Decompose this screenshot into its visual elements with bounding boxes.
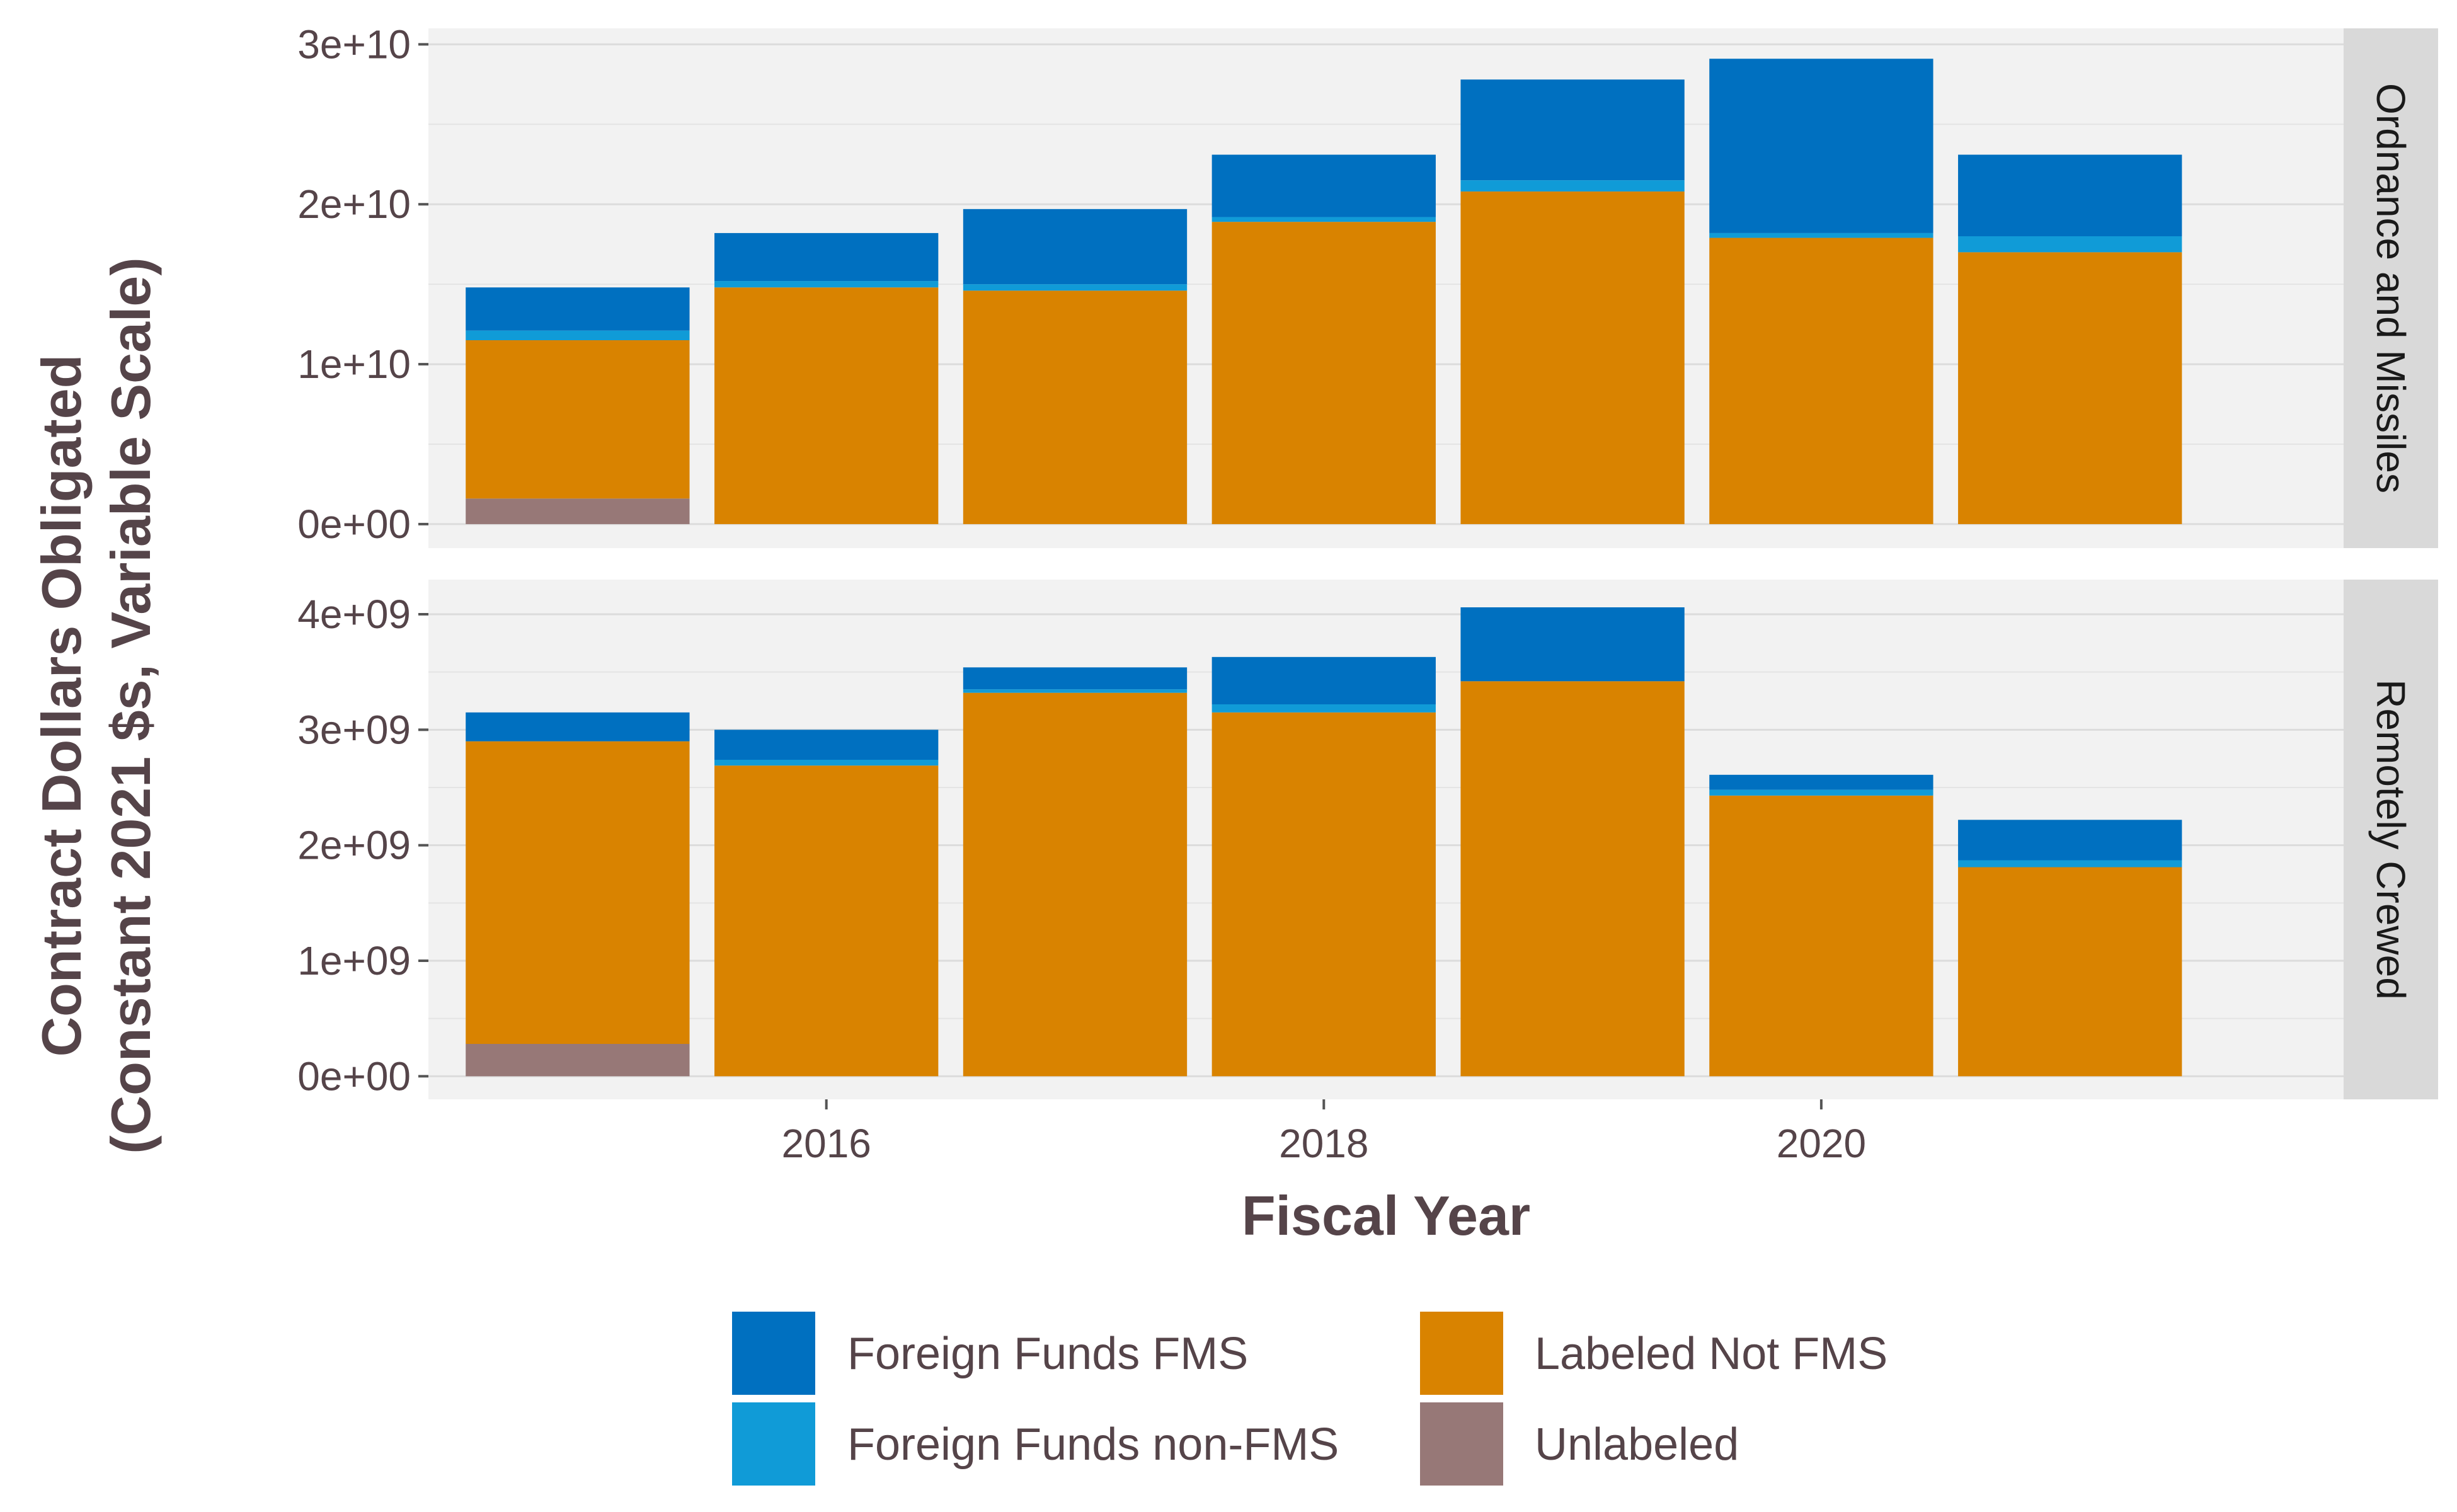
y-tick-label: 3e+10 xyxy=(297,21,411,67)
x-tick-label: 2018 xyxy=(1279,1121,1368,1166)
bar-foreign-funds-fms-2020 xyxy=(1709,774,1933,790)
y-tick-label: 1e+10 xyxy=(297,341,411,387)
facet-strip-background xyxy=(2344,28,2438,548)
bar-labeled-not-fms-2020 xyxy=(1709,238,1933,524)
bar-labeled-not-fms-2015 xyxy=(466,340,690,499)
bar-labeled-not-fms-2017 xyxy=(963,290,1188,524)
panel-remotely-crewed: 0e+00 1e+09 2e+09 3e+09 4e+09 Remotely Crewed xyxy=(297,580,2438,1099)
bar-foreign-funds-non-fms-2021 xyxy=(1958,860,2182,868)
legend-swatch-foreign-funds-non-fms xyxy=(730,1400,818,1488)
bar-foreign-funds-fms-2018 xyxy=(1211,656,1436,704)
bar-foreign-funds-non-fms-2015 xyxy=(466,330,690,340)
legend-swatch-labeled-not-fms xyxy=(1418,1309,1506,1397)
bar-foreign-funds-non-fms-2018 xyxy=(1211,704,1436,713)
y-axis-title-line-2: (Constant 2021 $s, Variable Scale) xyxy=(100,257,162,1154)
bar-labeled-not-fms-2015 xyxy=(466,741,690,1044)
bar-foreign-funds-fms-2019 xyxy=(1460,607,1685,682)
y-tick-label: 2e+09 xyxy=(297,823,411,868)
bar-foreign-funds-non-fms-2017 xyxy=(963,689,1188,693)
bar-foreign-funds-fms-2021 xyxy=(1958,154,2182,236)
legend-label-foreign-funds-non-fms: Foreign Funds non-FMS xyxy=(847,1419,1339,1470)
y-tick-label: 1e+09 xyxy=(297,938,411,983)
legend-label-labeled-not-fms: Labeled Not FMS xyxy=(1535,1329,1887,1379)
legend-swatch-unlabeled xyxy=(1418,1400,1506,1488)
y-tick-label: 3e+09 xyxy=(297,707,411,752)
bar-unlabeled-2015 xyxy=(466,1044,690,1077)
bar-foreign-funds-fms-2017 xyxy=(963,209,1188,285)
x-tick-label: 2020 xyxy=(1777,1121,1866,1166)
bar-foreign-funds-non-fms-2018 xyxy=(1211,217,1436,222)
bar-foreign-funds-fms-2015 xyxy=(466,287,690,331)
bar-unlabeled-2015 xyxy=(466,498,690,524)
bar-labeled-not-fms-2019 xyxy=(1460,681,1685,1077)
y-tick-label: 0e+00 xyxy=(297,1053,411,1099)
bar-foreign-funds-fms-2016 xyxy=(714,730,939,760)
facet-strip-background xyxy=(2344,580,2438,1099)
bar-labeled-not-fms-2021 xyxy=(1958,867,2182,1077)
legend-label-foreign-funds-fms: Foreign Funds FMS xyxy=(847,1329,1248,1379)
y-axis-title-line-1: Contract Dollars Obligated xyxy=(30,355,93,1057)
chart-panels: 0e+00 1e+10 2e+10 3e+10 Ordnance and Missile… xyxy=(297,21,2438,1099)
bar-foreign-funds-fms-2018 xyxy=(1211,154,1436,217)
legend: Foreign Funds FMS Foreign Funds non-FMS … xyxy=(730,1309,1887,1488)
facet-strip-label: Remotely Crewed xyxy=(2368,679,2414,1000)
bar-foreign-funds-non-fms-2021 xyxy=(1958,236,2182,253)
x-axis-title: Fiscal Year xyxy=(1242,1184,1530,1247)
bar-labeled-not-fms-2018 xyxy=(1211,222,1436,524)
bar-labeled-not-fms-2016 xyxy=(714,765,939,1077)
bar-foreign-funds-non-fms-2020 xyxy=(1709,232,1933,238)
bar-foreign-funds-non-fms-2016 xyxy=(714,760,939,766)
y-tick-label: 0e+00 xyxy=(297,501,411,547)
y-tick-label: 2e+10 xyxy=(297,181,411,227)
x-tick-label: 2016 xyxy=(782,1121,871,1166)
legend-swatch-foreign-funds-fms xyxy=(730,1309,818,1397)
bar-labeled-not-fms-2018 xyxy=(1211,712,1436,1077)
bar-foreign-funds-fms-2015 xyxy=(466,712,690,742)
bar-foreign-funds-non-fms-2017 xyxy=(963,284,1188,291)
bar-labeled-not-fms-2016 xyxy=(714,287,939,524)
panel-ordnance-and-missiles: 0e+00 1e+10 2e+10 3e+10 Ordnance and Missile… xyxy=(297,21,2438,548)
y-tick-label: 4e+09 xyxy=(297,592,411,637)
legend-label-unlabeled: Unlabeled xyxy=(1535,1419,1739,1470)
bar-foreign-funds-fms-2017 xyxy=(963,667,1188,690)
bar-foreign-funds-fms-2020 xyxy=(1709,59,1933,233)
bar-labeled-not-fms-2021 xyxy=(1958,252,2182,524)
facet-strip-label: Ordnance and Missiles xyxy=(2368,83,2414,493)
bar-foreign-funds-non-fms-2019 xyxy=(1460,180,1685,192)
bar-labeled-not-fms-2020 xyxy=(1709,795,1933,1077)
bar-foreign-funds-non-fms-2020 xyxy=(1709,789,1933,796)
bar-foreign-funds-fms-2021 xyxy=(1958,820,2182,861)
bar-foreign-funds-fms-2016 xyxy=(714,232,939,282)
y-axis-title: Contract Dollars Obligated (Constant 202… xyxy=(30,257,162,1154)
bar-labeled-not-fms-2019 xyxy=(1460,191,1685,524)
bar-foreign-funds-non-fms-2016 xyxy=(714,281,939,288)
bar-foreign-funds-fms-2019 xyxy=(1460,79,1685,181)
bar-labeled-not-fms-2017 xyxy=(963,692,1188,1077)
x-axis: 2016 2018 2020 xyxy=(782,1099,1866,1166)
